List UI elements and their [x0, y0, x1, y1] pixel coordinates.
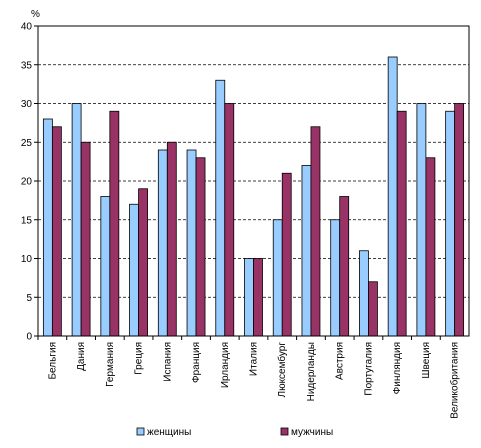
bars: [42, 56, 465, 337]
bar-men: [80, 141, 91, 337]
bar-women: [416, 103, 427, 337]
bar-women: [445, 110, 456, 337]
bar-men: [253, 258, 263, 337]
bar-men: [454, 103, 465, 337]
y-axis-unit-label: %: [31, 9, 40, 20]
x-category-label: Швеция: [421, 342, 432, 379]
y-tick-label: 20: [21, 177, 33, 188]
bar-women: [129, 203, 139, 337]
x-category-label: Германия: [105, 342, 116, 387]
bar-men: [396, 110, 407, 337]
bar-men: [138, 188, 148, 337]
bar-women: [359, 250, 369, 337]
bar-men: [109, 110, 120, 337]
y-tick-label: 25: [21, 138, 33, 149]
x-category-label: Греция: [134, 342, 145, 375]
bar-men: [310, 126, 321, 337]
x-category-label: Великобритания: [449, 342, 461, 419]
x-category-label: Ирландия: [220, 342, 231, 388]
y-tick-label: 5: [26, 293, 32, 304]
plot-frame: [37, 25, 470, 337]
bar-women: [330, 219, 341, 337]
x-category-label: Люксембург: [276, 342, 288, 398]
bar-women: [215, 79, 226, 337]
x-category-label: Дания: [76, 342, 87, 371]
bar-men: [224, 103, 235, 337]
y-tick-label: 35: [21, 60, 33, 71]
y-tick-label: 40: [21, 22, 33, 33]
bar-men: [195, 157, 206, 337]
legend-label-men: мужчины: [291, 427, 333, 438]
bar-women: [42, 118, 53, 337]
bar-men: [51, 126, 62, 337]
bar-women: [244, 258, 254, 337]
bar-women: [71, 103, 82, 337]
x-category-label: Португалия: [363, 342, 374, 396]
x-category-label: Австрия: [335, 342, 346, 380]
bar-women: [157, 149, 168, 337]
bar-women: [100, 196, 111, 337]
bar-men: [425, 157, 436, 337]
y-tick-labels: 0 5 10 15 20 25 30 35 40: [21, 22, 33, 343]
bar-men: [368, 281, 378, 337]
legend-swatch-women: [136, 427, 145, 436]
y-tick-label: 15: [21, 215, 33, 226]
bar-women: [387, 56, 398, 337]
x-category-labels: Бельгия Дания Германия Греция Испания Франция…: [47, 342, 460, 419]
axes: [37, 25, 470, 340]
y-tick-label: 0: [26, 332, 32, 343]
bar-women: [186, 149, 197, 337]
y-tick-label: 30: [21, 99, 33, 110]
x-category-label: Финляндия: [392, 342, 403, 394]
bar-men: [339, 196, 350, 337]
x-category-label: Франция: [191, 342, 202, 383]
x-category-label: Бельгия: [47, 342, 58, 380]
bar-men: [281, 172, 292, 337]
y-tick-label: 10: [21, 254, 33, 265]
legend-label-women: женщины: [147, 427, 191, 438]
legend: женщины мужчины: [136, 427, 333, 438]
bar-women: [272, 219, 283, 337]
legend-swatch-men: [280, 427, 289, 436]
bar-men: [166, 141, 177, 337]
x-category-label: Нидерланды: [306, 342, 317, 401]
x-category-label: Испания: [162, 342, 173, 382]
bar-women: [301, 165, 312, 337]
x-category-label: Италия: [249, 342, 260, 376]
